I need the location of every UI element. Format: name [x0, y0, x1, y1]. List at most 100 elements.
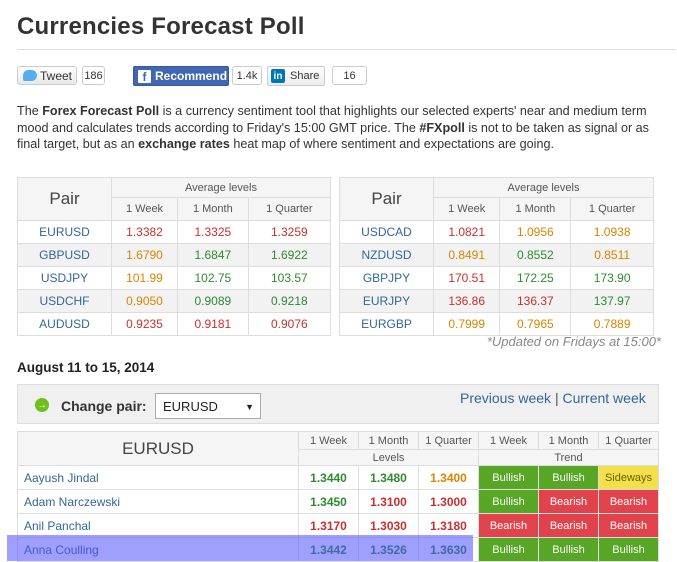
- twitter-bird-icon: [23, 70, 37, 81]
- summary-row: EURGBP 0.7999 0.7965 0.7889: [339, 312, 654, 336]
- change-pair-bar: [17, 384, 659, 424]
- page-title: Currencies Forecast Poll: [17, 13, 305, 40]
- week-value: 1.0821: [432, 220, 501, 244]
- pair-cell[interactable]: USDJPY: [17, 266, 112, 290]
- trend-badge: Bearish: [478, 513, 539, 538]
- level-value: 1.3400: [418, 465, 479, 490]
- quarter-value: 0.9076: [247, 312, 332, 336]
- pair-cell[interactable]: NZDUSD: [339, 243, 434, 267]
- trend-period-header: 1 Quarter: [598, 431, 659, 450]
- summary-table-left: Pair Average levels 1 Week 1 Month 1 Qua…: [17, 177, 332, 336]
- period-header: 1 Week: [110, 197, 179, 221]
- trend-period-header: 1 Month: [538, 431, 599, 450]
- month-value: 172.25: [499, 266, 572, 290]
- quarter-value: 0.7889: [570, 312, 654, 336]
- pair-cell[interactable]: GBPUSD: [17, 243, 112, 267]
- pair-cell[interactable]: GBPJPY: [339, 266, 434, 290]
- trend-badge: Bearish: [538, 513, 599, 538]
- level-value: 1.3030: [358, 513, 419, 538]
- trend-period-header: 1 Week: [478, 431, 539, 450]
- week-value: 101.99: [110, 266, 179, 290]
- period-header: 1 Month: [499, 197, 572, 221]
- expert-row: Anil Panchal 1.3170 1.3030 1.3180 Bearish Bea…: [17, 513, 659, 538]
- trend-badge: Bullish: [478, 489, 539, 514]
- levels-header: Levels: [298, 449, 479, 466]
- quarter-value: 0.8511: [570, 243, 654, 267]
- summary-row: USDJPY 101.99 102.75 103.57: [17, 266, 332, 290]
- level-value: 1.3100: [358, 489, 419, 514]
- week-value: 136.86: [432, 289, 501, 313]
- expert-name-link[interactable]: Anil Panchal: [17, 513, 299, 538]
- pair-header: Pair: [339, 177, 434, 221]
- title-divider: [17, 49, 676, 50]
- previous-week-link[interactable]: Previous week: [460, 390, 552, 406]
- linkedin-count: 16: [332, 66, 367, 85]
- intro-paragraph: The Forex Forecast Poll is a currency se…: [17, 104, 649, 151]
- selection-highlight: [7, 535, 473, 561]
- updated-note: *Updated on Fridays at 15:00*: [486, 334, 661, 349]
- week-links-separator: |: [554, 390, 559, 406]
- tweet-button[interactable]: Tweet: [17, 66, 77, 85]
- level-period-header: 1 Month: [358, 431, 419, 450]
- expert-name-link[interactable]: Aayush Jindal: [17, 465, 299, 490]
- pair-cell[interactable]: AUDUSD: [17, 312, 112, 336]
- pair-cell[interactable]: USDCAD: [339, 220, 434, 244]
- facebook-count: 1.4k: [232, 66, 262, 85]
- week-value: 0.9235: [110, 312, 179, 336]
- trend-badge: Bearish: [598, 489, 659, 514]
- month-value: 136.37: [499, 289, 572, 313]
- summary-row: USDCHF 0.9050 0.9089 0.9218: [17, 289, 332, 313]
- level-value: 1.3450: [298, 489, 359, 514]
- trend-badge: Bullish: [538, 537, 599, 562]
- month-value: 0.8552: [499, 243, 572, 267]
- week-value: 0.7999: [432, 312, 501, 336]
- level-value: 1.3440: [298, 465, 359, 490]
- facebook-label: Recommend: [155, 69, 228, 83]
- arrow-right-icon: →: [35, 398, 49, 412]
- pair-cell[interactable]: USDCHF: [17, 289, 112, 313]
- level-value: 1.3180: [418, 513, 479, 538]
- period-header: 1 Quarter: [570, 197, 654, 221]
- expert-row: Aayush Jindal 1.3440 1.3480 1.3400 Bullish Bu…: [17, 465, 659, 490]
- trend-header: Trend: [478, 449, 659, 466]
- trend-badge: Bullish: [598, 537, 659, 562]
- period-header: 1 Month: [177, 197, 249, 221]
- summary-table-right: Pair Average levels 1 Week 1 Month 1 Qua…: [339, 177, 654, 336]
- linkedin-share-button[interactable]: in Share: [267, 66, 325, 86]
- quarter-value: 0.9218: [247, 289, 332, 313]
- pair-cell[interactable]: EURGBP: [339, 312, 434, 336]
- quarter-value: 1.0938: [570, 220, 654, 244]
- week-value: 1.3382: [110, 220, 179, 244]
- quarter-value: 1.6922: [247, 243, 332, 267]
- month-value: 102.75: [177, 266, 249, 290]
- pair-select-value: EURUSD: [163, 398, 218, 414]
- summary-row: USDCAD 1.0821 1.0956 1.0938: [339, 220, 654, 244]
- facebook-recommend-button[interactable]: f Recommend: [133, 66, 229, 86]
- summary-row: GBPJPY 170.51 172.25 173.90: [339, 266, 654, 290]
- month-value: 1.0956: [499, 220, 572, 244]
- level-value: 1.3170: [298, 513, 359, 538]
- week-title: August 11 to 15, 2014: [17, 360, 155, 375]
- linkedin-label: Share: [290, 70, 320, 82]
- month-value: 0.7965: [499, 312, 572, 336]
- trend-badge: Bearish: [538, 489, 599, 514]
- summary-row: NZDUSD 0.8491 0.8552 0.8511: [339, 243, 654, 267]
- pair-header: Pair: [17, 177, 112, 221]
- current-week-link[interactable]: Current week: [562, 390, 646, 406]
- pair-select[interactable]: EURUSD ▼: [155, 393, 261, 419]
- trend-badge: Bullish: [538, 465, 599, 490]
- tweet-label: Tweet: [40, 68, 73, 83]
- quarter-value: 137.97: [570, 289, 654, 313]
- summary-row: EURJPY 136.86 136.37 137.97: [339, 289, 654, 313]
- trend-badge: Sideways: [598, 465, 659, 490]
- expert-name-link[interactable]: Adam Narczewski: [17, 489, 299, 514]
- week-value: 0.9050: [110, 289, 179, 313]
- quarter-value: 1.3259: [247, 220, 332, 244]
- level-value: 1.3000: [418, 489, 479, 514]
- change-pair-label: Change pair:: [61, 398, 147, 414]
- month-value: 0.9089: [177, 289, 249, 313]
- quarter-value: 173.90: [570, 266, 654, 290]
- pair-cell[interactable]: EURUSD: [17, 220, 112, 244]
- period-header: 1 Quarter: [247, 197, 332, 221]
- pair-cell[interactable]: EURJPY: [339, 289, 434, 313]
